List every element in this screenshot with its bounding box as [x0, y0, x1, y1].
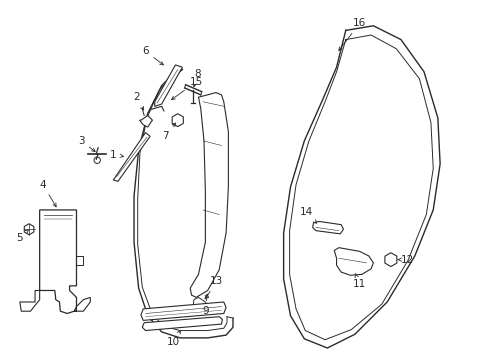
- Polygon shape: [113, 132, 150, 181]
- Polygon shape: [334, 248, 373, 275]
- Polygon shape: [312, 221, 343, 234]
- Text: 3: 3: [78, 136, 95, 152]
- Polygon shape: [141, 302, 225, 320]
- Text: 15: 15: [171, 77, 203, 100]
- Text: 11: 11: [352, 274, 366, 289]
- Polygon shape: [172, 114, 183, 127]
- Polygon shape: [74, 297, 90, 311]
- Polygon shape: [139, 116, 152, 127]
- Polygon shape: [193, 297, 207, 312]
- Polygon shape: [190, 93, 228, 297]
- Text: 5: 5: [17, 230, 28, 243]
- Text: 9: 9: [202, 294, 208, 316]
- Text: 6: 6: [142, 46, 163, 65]
- Text: 13: 13: [204, 276, 223, 299]
- Text: 1: 1: [110, 150, 123, 160]
- Polygon shape: [40, 210, 76, 314]
- Text: 7: 7: [162, 123, 175, 141]
- Polygon shape: [384, 253, 396, 266]
- Polygon shape: [24, 224, 34, 235]
- Text: 4: 4: [40, 180, 56, 207]
- Text: 8: 8: [193, 69, 201, 87]
- Polygon shape: [142, 317, 222, 330]
- Text: 16: 16: [338, 18, 366, 50]
- Text: 14: 14: [300, 207, 316, 223]
- Polygon shape: [20, 291, 40, 311]
- Text: 10: 10: [166, 330, 180, 347]
- Text: 12: 12: [397, 255, 414, 265]
- Polygon shape: [154, 65, 182, 106]
- Text: 2: 2: [133, 92, 143, 110]
